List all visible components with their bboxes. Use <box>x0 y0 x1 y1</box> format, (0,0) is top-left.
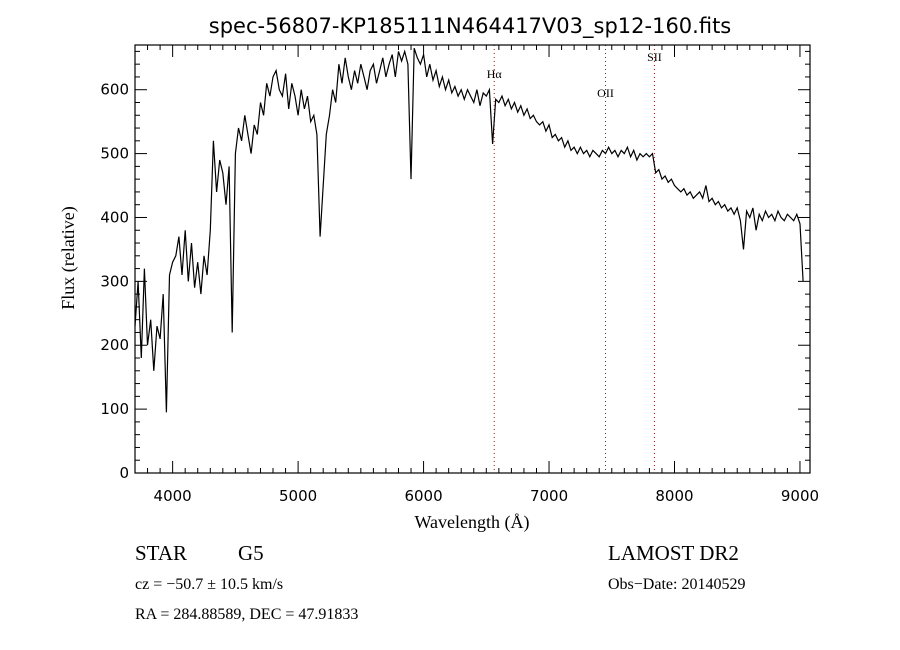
x-axis-label: Wavelength (Å) <box>414 512 529 533</box>
x-tick-label: 5000 <box>279 487 317 505</box>
chart-title: spec-56807-KP185111N464417V03_sp12-160.f… <box>209 14 732 39</box>
obs-date: Obs−Date: 20140529 <box>608 576 745 593</box>
line-markers: Hα OII SII <box>487 45 662 473</box>
y-tick-label: 600 <box>100 81 129 99</box>
x-tick-label: 8000 <box>655 487 693 505</box>
y-axis-label: Flux (relative) <box>58 206 79 309</box>
x-tick-label: 6000 <box>404 487 442 505</box>
y-tick-label: 500 <box>100 145 129 163</box>
line-marker-label: OII <box>597 86 614 100</box>
y-tick-label: 0 <box>119 464 129 482</box>
y-tick-label: 400 <box>100 208 129 226</box>
axis-ticks: 4000 5000 6000 7000 8000 9000 0 100 200 300 400 500… <box>100 45 819 505</box>
plot-frame <box>134 44 811 474</box>
y-tick-label: 100 <box>100 400 129 418</box>
object-subclass: G5 <box>238 541 264 565</box>
object-class: STAR <box>135 541 187 565</box>
x-tick-label: 4000 <box>154 487 192 505</box>
spectrum-line <box>134 48 804 413</box>
x-tick-label: 7000 <box>530 487 568 505</box>
survey-name: LAMOST DR2 <box>608 541 739 565</box>
redshift-cz: cz = −50.7 ± 10.5 km/s <box>135 576 283 593</box>
y-tick-label: 300 <box>100 272 129 290</box>
y-tick-label: 200 <box>100 336 129 354</box>
line-marker-label: SII <box>647 50 662 64</box>
x-tick-label: 9000 <box>781 487 819 505</box>
line-marker-label: Hα <box>487 67 503 81</box>
ra-dec: RA = 284.88589, DEC = 47.91833 <box>135 606 358 623</box>
